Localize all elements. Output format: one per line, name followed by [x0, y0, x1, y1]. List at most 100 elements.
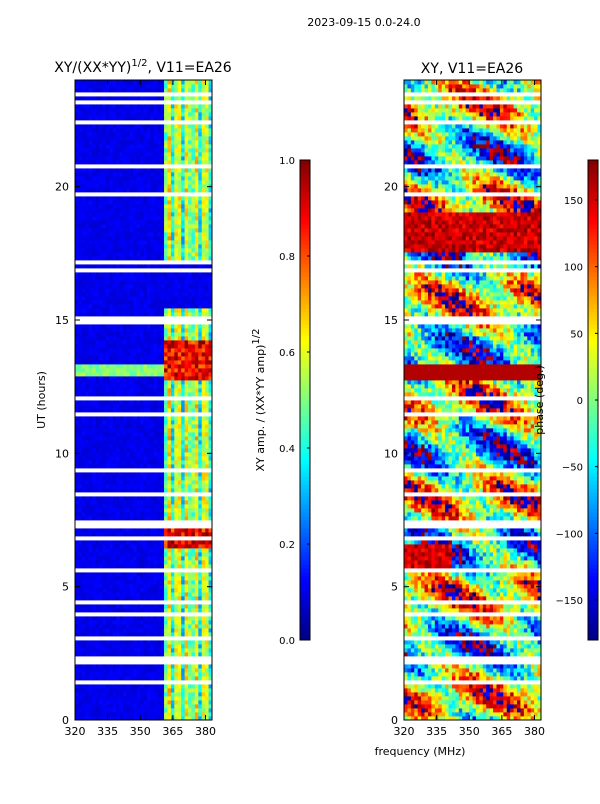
amplitude-cell	[201, 420, 206, 425]
amplitude-cell	[119, 328, 124, 333]
amplitude-cell	[105, 404, 110, 409]
amplitude-cell	[85, 224, 90, 229]
amplitude-cell	[150, 368, 155, 373]
amplitude-cell	[75, 436, 79, 441]
amplitude-cell	[164, 468, 168, 473]
amplitude-cell	[95, 368, 100, 373]
amplitude-cell	[174, 532, 179, 537]
amplitude-cell	[109, 616, 114, 621]
amplitude-cell	[88, 392, 93, 397]
amplitude-cell	[201, 236, 206, 241]
amplitude-cell	[112, 504, 117, 509]
amplitude-cell	[109, 260, 114, 265]
amplitude-cell	[160, 684, 165, 689]
amplitude-cell	[198, 640, 203, 645]
amplitude-cell	[157, 540, 162, 545]
amplitude-cell	[85, 464, 90, 469]
amplitude-cell	[95, 240, 100, 245]
amplitude-cell	[146, 504, 151, 509]
amplitude-cell	[102, 332, 107, 337]
amplitude-cell	[205, 512, 209, 517]
amplitude-cell	[146, 232, 151, 237]
amplitude-cell	[174, 436, 179, 441]
amplitude-cell	[129, 368, 134, 373]
amplitude-cell	[177, 592, 182, 597]
amplitude-cell	[129, 568, 134, 573]
amplitude-cell	[133, 304, 138, 309]
amplitude-cell	[136, 660, 141, 665]
amplitude-cell	[92, 372, 96, 377]
amplitude-cell	[88, 324, 93, 329]
amplitude-cell	[133, 616, 138, 621]
amplitude-cell	[160, 612, 165, 617]
amplitude-cell	[85, 588, 90, 593]
amplitude-cell	[143, 432, 148, 437]
amplitude-cell	[181, 628, 185, 633]
amplitude-cell	[133, 564, 138, 569]
amplitude-cell	[112, 224, 117, 229]
amplitude-cell	[78, 704, 83, 709]
amplitude-cell	[201, 348, 206, 353]
amplitude-cell	[75, 520, 79, 525]
amplitude-cell	[157, 360, 162, 365]
amplitude-cell	[136, 432, 141, 437]
amplitude-cell	[157, 264, 162, 269]
amplitude-cell	[109, 236, 114, 241]
amplitude-cell	[102, 532, 107, 537]
amplitude-cell	[122, 328, 127, 333]
amplitude-cell	[133, 396, 138, 401]
amplitude-cell	[170, 364, 175, 369]
amplitude-cell	[174, 348, 179, 353]
amplitude-cell	[122, 324, 127, 329]
amplitude-cell	[143, 444, 148, 449]
amplitude-cell	[164, 400, 168, 405]
amplitude-cell	[170, 240, 175, 245]
amplitude-cell	[143, 224, 148, 229]
amplitude-cell	[146, 528, 151, 533]
amplitude-cell	[201, 428, 206, 433]
amplitude-cell	[170, 576, 175, 581]
amplitude-cell	[153, 644, 158, 649]
amplitude-cell	[98, 576, 103, 581]
amplitude-cell	[198, 692, 203, 697]
amplitude-cell	[88, 568, 93, 573]
amplitude-cell	[146, 452, 151, 457]
amplitude-cell	[112, 388, 117, 393]
amplitude-cell	[136, 560, 141, 565]
amplitude-cell	[98, 716, 103, 721]
amplitude-cell	[75, 576, 79, 581]
amplitude-cell	[167, 416, 172, 421]
amplitude-cell	[153, 576, 158, 581]
amplitude-cell	[146, 612, 151, 617]
amplitude-cell	[205, 424, 209, 429]
amplitude-cell	[78, 224, 83, 229]
amplitude-cell	[184, 488, 189, 493]
amplitude-cell	[170, 588, 175, 593]
amplitude-cell	[119, 496, 124, 501]
amplitude-cell	[116, 532, 120, 537]
amplitude-cell	[191, 708, 196, 713]
amplitude-cell	[177, 476, 182, 481]
amplitude-cell	[184, 428, 189, 433]
amplitude-cell	[105, 636, 110, 641]
amplitude-cell	[208, 624, 213, 629]
amplitude-cell	[116, 524, 120, 529]
amplitude-cell	[184, 532, 189, 537]
amplitude-cell	[98, 608, 103, 613]
amplitude-cell	[140, 716, 144, 721]
amplitude-cell	[98, 692, 103, 697]
amplitude-cell	[191, 616, 196, 621]
amplitude-cell	[116, 372, 120, 377]
amplitude-cell	[184, 500, 189, 505]
amplitude-cell	[75, 508, 79, 513]
amplitude-cell	[98, 624, 103, 629]
amplitude-cell	[160, 532, 165, 537]
amplitude-cell	[201, 444, 206, 449]
amplitude-cell	[85, 396, 90, 401]
amplitude-cell	[170, 228, 175, 233]
amplitude-cell	[157, 240, 162, 245]
amplitude-cell	[143, 496, 148, 501]
amplitude-cell	[98, 440, 103, 445]
amplitude-cell	[75, 412, 79, 417]
amplitude-cell	[92, 408, 96, 413]
